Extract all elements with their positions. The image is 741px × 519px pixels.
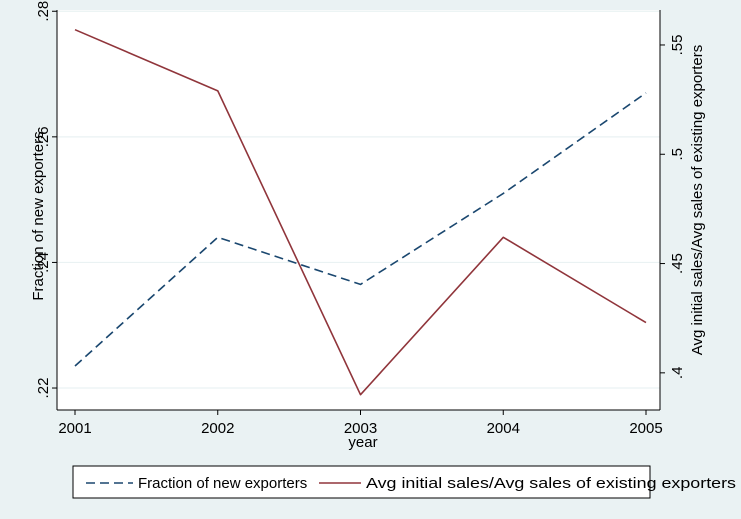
x-tick-label: 2001 bbox=[58, 420, 91, 437]
left-y-tick-label: .24 bbox=[35, 252, 52, 273]
x-tick-label: 2002 bbox=[201, 420, 234, 437]
right-y-tick-label: .5 bbox=[669, 148, 686, 161]
right-y-tick-label: .55 bbox=[669, 35, 686, 56]
left-y-tick-label: .26 bbox=[35, 126, 52, 147]
series-lines bbox=[74, 28, 647, 396]
left-y-tick-label: .22 bbox=[35, 378, 52, 399]
series-line-fraction-new-exporters bbox=[74, 92, 647, 367]
grid-lines bbox=[57, 10, 660, 389]
x-tick-label: 2004 bbox=[487, 420, 520, 437]
x-tick-label: 2005 bbox=[629, 420, 662, 437]
axes bbox=[52, 10, 665, 415]
right-y-tick-label: .4 bbox=[669, 367, 686, 380]
legend-box bbox=[72, 465, 651, 499]
legend-label-fraction: Fraction of new exporters bbox=[138, 475, 307, 492]
plot-area bbox=[57, 10, 660, 410]
tick-labels: .22 .24 .26 .28 .4 .45 .5 .55 2001 2002 2003 2004 20… bbox=[35, 1, 686, 437]
legend-label-avg-sales: Avg initial sales/Avg sales of existing … bbox=[366, 475, 736, 492]
left-y-axis-title: Fraction of new exporters bbox=[30, 131, 47, 300]
x-axis-title: year bbox=[348, 434, 377, 451]
right-y-tick-label: .45 bbox=[669, 253, 686, 274]
left-y-tick-label: .28 bbox=[35, 1, 52, 22]
x-tick-label: 2003 bbox=[344, 420, 377, 437]
series-line-avg-initial-sales bbox=[74, 28, 647, 396]
legend: Fraction of new exporters Avg initial sa… bbox=[72, 465, 736, 499]
right-y-axis-title: Avg initial sales/Avg sales of existing … bbox=[689, 45, 706, 355]
